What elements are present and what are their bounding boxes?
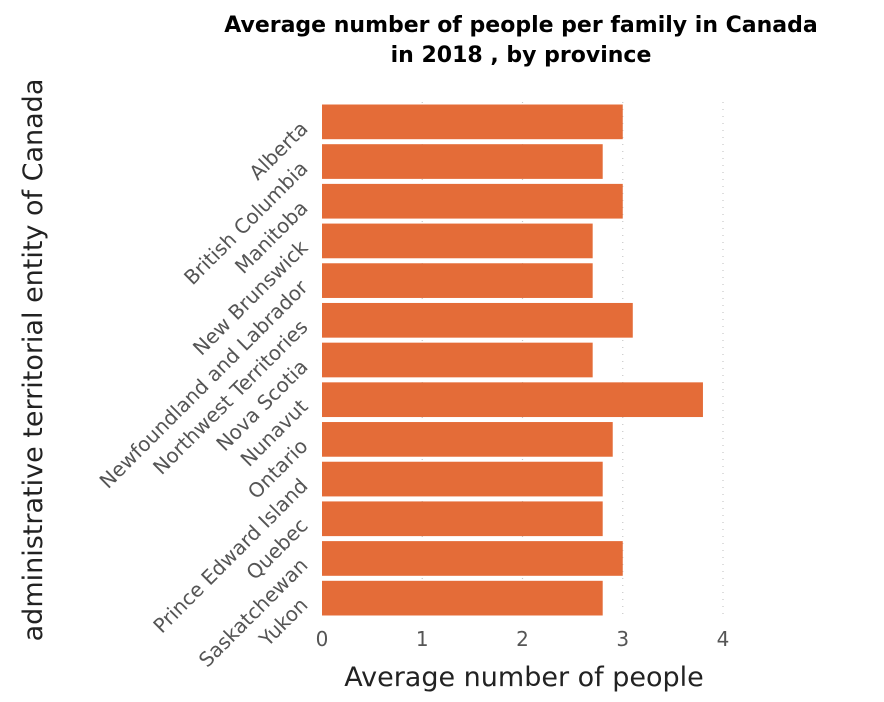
bar [322, 183, 623, 219]
x-tick-label: 3 [616, 627, 629, 651]
x-tick-label: 0 [316, 627, 329, 651]
bar [322, 104, 623, 140]
bar [322, 263, 593, 298]
bars [322, 104, 703, 616]
bar [322, 461, 603, 497]
x-tick-label: 2 [516, 627, 529, 651]
bar [322, 144, 603, 179]
x-tick-labels: 0 1 2 3 4 [316, 627, 730, 651]
bar [322, 501, 603, 537]
bar [322, 422, 613, 457]
y-axis-title: administrative territorial entity of Can… [18, 79, 49, 642]
bar [322, 342, 593, 378]
bar [322, 382, 703, 418]
bar [322, 541, 623, 576]
x-axis-title: Average number of people [344, 662, 704, 693]
bar [322, 223, 593, 259]
chart-title-line-2: in 2018 , by province [391, 43, 652, 68]
chart-title-line-1: Average number of people per family in C… [224, 13, 818, 38]
bar [322, 302, 633, 338]
x-tick-label: 4 [717, 627, 730, 651]
bar [322, 580, 603, 616]
x-tick-label: 1 [416, 627, 429, 651]
